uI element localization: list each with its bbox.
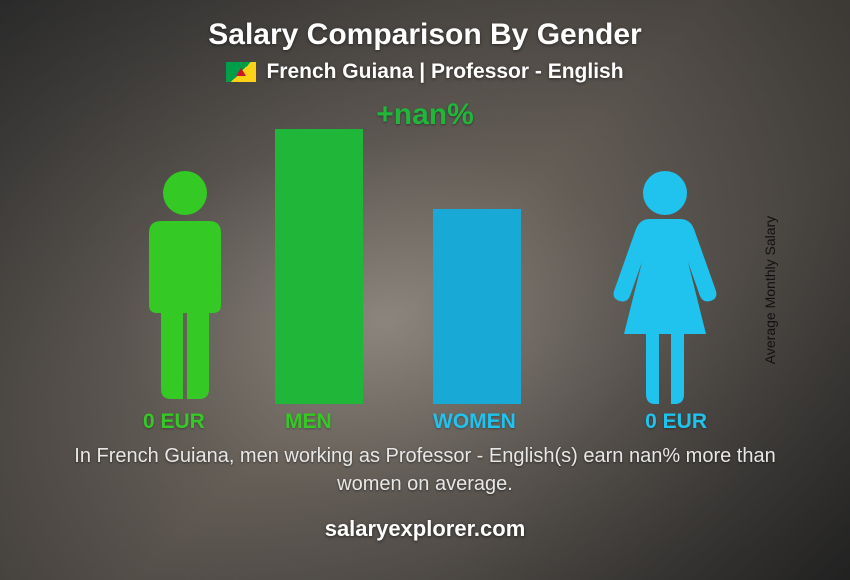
infographic-content: Salary Comparison By Gender French Guian… <box>0 0 850 580</box>
chart-area: +nan% 0 EUR MEN <box>105 94 745 434</box>
subtitle-country: French Guiana <box>266 60 413 83</box>
subtitle-sep: | <box>413 60 431 83</box>
women-label: WOMEN <box>433 410 516 434</box>
difference-label: +nan% <box>376 98 474 132</box>
y-axis-label: Average Monthly Salary <box>762 216 778 364</box>
subtitle: French Guiana | Professor - English <box>266 60 623 84</box>
footer-source: salaryexplorer.com <box>325 516 526 542</box>
labels-row: 0 EUR MEN WOMEN 0 EUR <box>105 406 745 434</box>
men-value: 0 EUR <box>143 410 205 434</box>
women-value: 0 EUR <box>645 410 707 434</box>
page-title: Salary Comparison By Gender <box>208 18 641 52</box>
flag-icon <box>226 62 256 82</box>
male-figure-icon <box>125 169 245 404</box>
women-bar <box>433 209 521 404</box>
men-bar <box>275 129 363 404</box>
men-label: MEN <box>285 410 332 434</box>
subtitle-role: Professor - English <box>431 60 624 83</box>
female-figure-icon <box>605 169 725 404</box>
caption-text: In French Guiana, men working as Profess… <box>65 442 785 498</box>
subtitle-row: French Guiana | Professor - English <box>226 60 623 84</box>
